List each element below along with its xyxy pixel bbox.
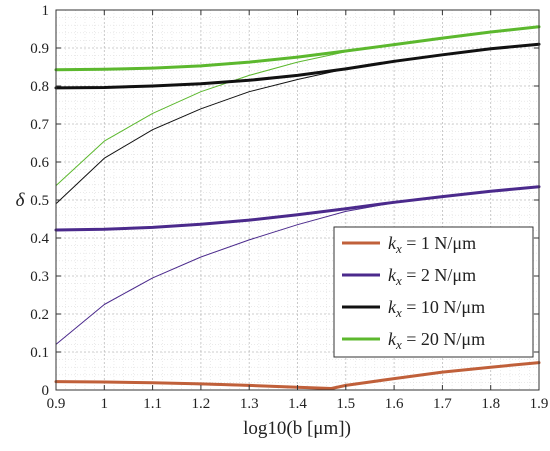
- x-tick-label: 1: [101, 396, 109, 412]
- y-axis-ticks: 0 0.1 0.2 0.3 0.4 0.5 0.6 0.7 0.8 0.9 1: [30, 3, 539, 399]
- series-line: [54, 185, 541, 232]
- x-tick-label: 0.9: [47, 396, 66, 412]
- y-tick-label: 0.8: [30, 79, 49, 95]
- x-tick-label: 1.1: [143, 396, 162, 412]
- y-tick-label: 0.4: [30, 231, 49, 247]
- x-tick-label: 1.3: [240, 396, 259, 412]
- series-line: [54, 361, 541, 390]
- series-line: [54, 25, 541, 72]
- y-tick-label: 0.6: [30, 155, 49, 171]
- x-tick-label: 1.8: [481, 396, 500, 412]
- x-tick-label: 1.5: [336, 396, 355, 412]
- x-tick-label: 1.9: [530, 396, 549, 412]
- y-tick-label: 0.7: [30, 117, 49, 133]
- legend-label: kx = 1 N/μm: [388, 233, 476, 256]
- legend-label: kx = 20 N/μm: [388, 329, 485, 352]
- y-axis-label: δ: [16, 190, 26, 211]
- y-tick-label: 0.1: [30, 345, 49, 361]
- x-axis-label: log10(b [μm]): [243, 418, 351, 439]
- y-tick-label: 0: [42, 383, 50, 399]
- series-lines: [54, 25, 541, 390]
- legend-box: [333, 226, 534, 358]
- y-tick-label: 0.2: [30, 307, 49, 323]
- y-tick-label: 0.9: [30, 41, 49, 57]
- legend: kx = 1 N/μm kx = 2 N/μm kx = 10 N/μm kx = 2…: [333, 226, 534, 358]
- legend-label: kx = 10 N/μm: [388, 297, 485, 320]
- x-tick-label: 1.2: [192, 396, 211, 412]
- x-tick-label: 1.7: [433, 396, 452, 412]
- series-line: [54, 42, 541, 90]
- x-tick-label: 1.4: [288, 396, 307, 412]
- x-tick-label: 1.6: [385, 396, 404, 412]
- y-tick-label: 0.3: [30, 269, 49, 285]
- legend-label: kx = 2 N/μm: [388, 265, 476, 288]
- x-axis-ticks: 0.9 1 1.1 1.2 1.3 1.4 1.5 1.6 1.7 1.8 1.9: [47, 10, 549, 412]
- y-tick-label: 1: [42, 3, 50, 19]
- y-tick-label: 0.5: [30, 193, 49, 209]
